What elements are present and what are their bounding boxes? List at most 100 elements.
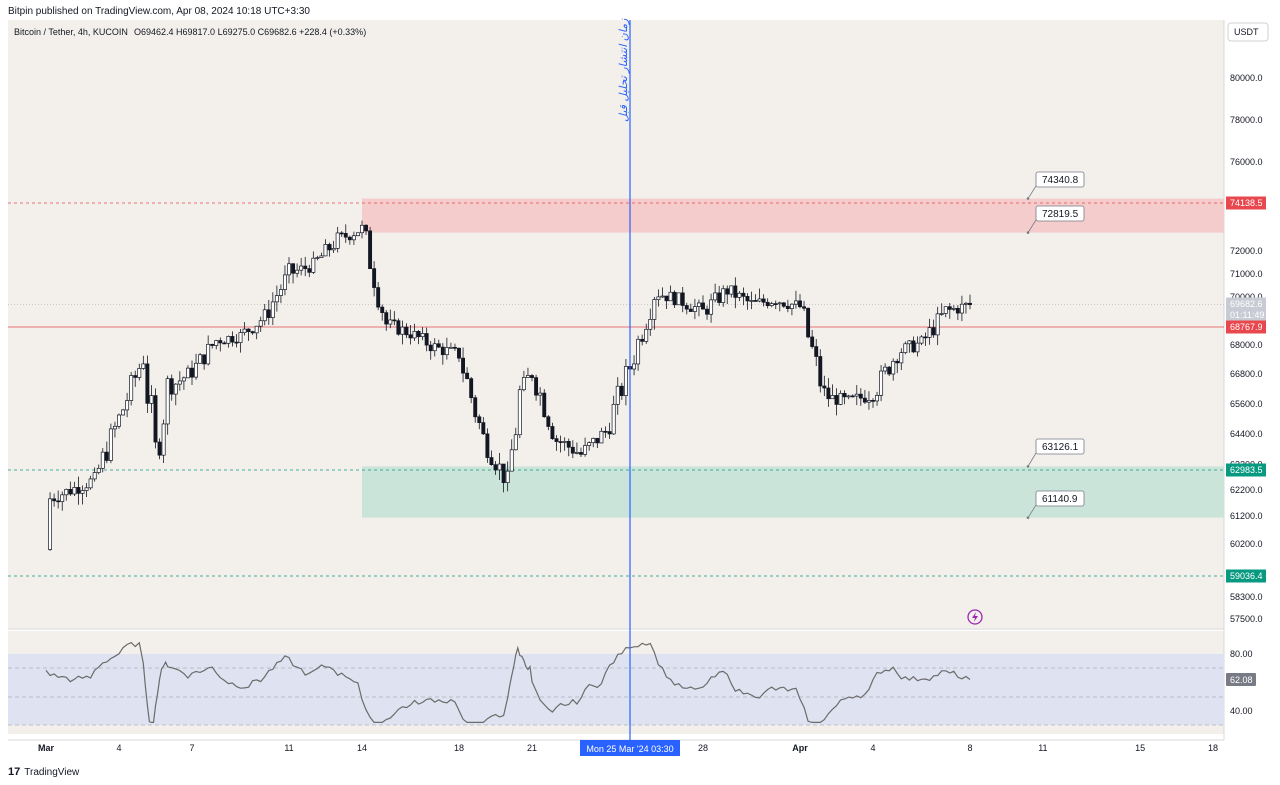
candle-up <box>583 445 588 455</box>
callout-label: 63126.1 <box>1042 442 1079 453</box>
candle-down <box>619 385 624 396</box>
candle-down <box>761 298 766 303</box>
footer: 17 TradingView <box>8 766 79 778</box>
candle-up <box>959 303 964 314</box>
candle-up <box>400 326 405 335</box>
candle-down <box>814 346 819 357</box>
price-tick-label: 71000.0 <box>1230 269 1263 279</box>
candle-up <box>432 343 437 352</box>
candle-up <box>919 336 924 344</box>
candle-up <box>360 224 364 234</box>
candle-down <box>56 500 61 503</box>
candle-down <box>558 441 563 443</box>
candle-up <box>185 367 190 379</box>
candle-up <box>899 352 904 364</box>
candle-up <box>562 441 567 443</box>
candle-down <box>546 416 551 427</box>
candle-down <box>436 343 441 348</box>
price-tick-label: 60200.0 <box>1230 539 1263 549</box>
candle-up <box>611 403 616 435</box>
candle-up <box>117 414 121 427</box>
candle-up <box>652 299 657 320</box>
time-tick-label: 28 <box>698 743 708 753</box>
price-tick-label: 68000.0 <box>1230 340 1263 350</box>
candle-down <box>501 463 506 483</box>
time-tick-label: 7 <box>189 743 194 753</box>
currency-button[interactable]: USDT <box>1234 27 1259 37</box>
candle-down <box>947 306 952 310</box>
vertical-line-date-label: Mon 25 Mar '24 03:30 <box>586 744 673 754</box>
candle-up <box>355 232 360 237</box>
candle-up <box>632 363 637 370</box>
candle-up <box>141 363 146 369</box>
candle-down <box>733 285 738 298</box>
zone-supply <box>362 198 1224 233</box>
price-tag-label: 68767.9 <box>1230 322 1263 332</box>
price-tag-label: 69682.6 <box>1230 299 1263 309</box>
callout-leader <box>1027 452 1037 467</box>
candle-down <box>566 441 571 448</box>
candle-down <box>850 395 855 398</box>
candle-up <box>907 340 912 345</box>
price-tick-label: 80000.0 <box>1230 73 1263 83</box>
candle-down <box>343 233 348 238</box>
candle-up <box>88 478 93 489</box>
price-axis[interactable]: 80.00 40.00 62.08 80000.0 78000.0 76000.0 7200… <box>1226 73 1263 716</box>
callout-leader <box>1027 219 1037 233</box>
candle-up <box>587 442 592 446</box>
candle-down <box>380 306 385 313</box>
publish-time-label: زمان انتشار تحلیل قبل <box>617 18 630 122</box>
candle-down <box>202 354 207 365</box>
candle-down <box>453 346 457 349</box>
candle-down <box>218 340 223 344</box>
rsi-band <box>8 654 1224 725</box>
symbol-legend: Bitcoin / Tether, 4h, KUCOIN <box>14 27 128 37</box>
time-tick-label: 14 <box>357 743 367 753</box>
candle-down <box>230 336 235 343</box>
candle-up <box>48 498 53 550</box>
time-tick-label: 18 <box>1208 743 1218 753</box>
candle-down <box>469 378 474 399</box>
lightning-alert-icon[interactable] <box>967 609 983 625</box>
candle-up <box>181 377 186 382</box>
candle-down <box>741 292 746 297</box>
candle-down <box>145 363 150 404</box>
price-tick-label: 64400.0 <box>1230 429 1263 439</box>
time-tick-label: 15 <box>1135 743 1145 753</box>
candle-up <box>875 394 879 402</box>
candle-up <box>644 328 649 342</box>
candle-up <box>165 378 170 425</box>
candle-up <box>591 437 596 443</box>
candle-up <box>262 309 267 322</box>
candle-up <box>96 467 101 473</box>
candle-down <box>327 244 332 251</box>
candle-up <box>331 248 336 251</box>
candle-down <box>570 446 575 454</box>
candle-down <box>457 347 461 359</box>
price-tag-label: 74138.5 <box>1230 198 1263 208</box>
time-axis[interactable]: Mar 4 7 11 14 18 21 28 Apr 4 8 11 15 18 Mon 25 Mar '24… <box>38 740 1218 756</box>
candle-up <box>769 303 774 306</box>
candle-up <box>60 494 65 502</box>
candle-down <box>392 319 397 322</box>
candle-down <box>307 268 312 273</box>
candle-down <box>68 489 73 495</box>
candle-down <box>887 366 892 375</box>
price-tag-bg <box>1226 320 1266 334</box>
callout-box <box>1035 171 1085 188</box>
candle-up <box>713 292 718 301</box>
candle-down <box>157 441 162 456</box>
candle-down <box>672 291 677 306</box>
level-lines <box>8 202 1224 577</box>
candle-up <box>351 235 356 241</box>
candle-down <box>554 438 559 442</box>
candle-up <box>794 300 798 305</box>
time-tick-label: 18 <box>454 743 464 753</box>
candle-up <box>830 395 835 400</box>
candle-down <box>810 336 815 347</box>
rsi-value-tag: 62.08 <box>1230 675 1253 685</box>
currency-button-bg[interactable] <box>1227 22 1269 42</box>
candle-up <box>525 375 530 378</box>
candle-up <box>676 292 681 306</box>
